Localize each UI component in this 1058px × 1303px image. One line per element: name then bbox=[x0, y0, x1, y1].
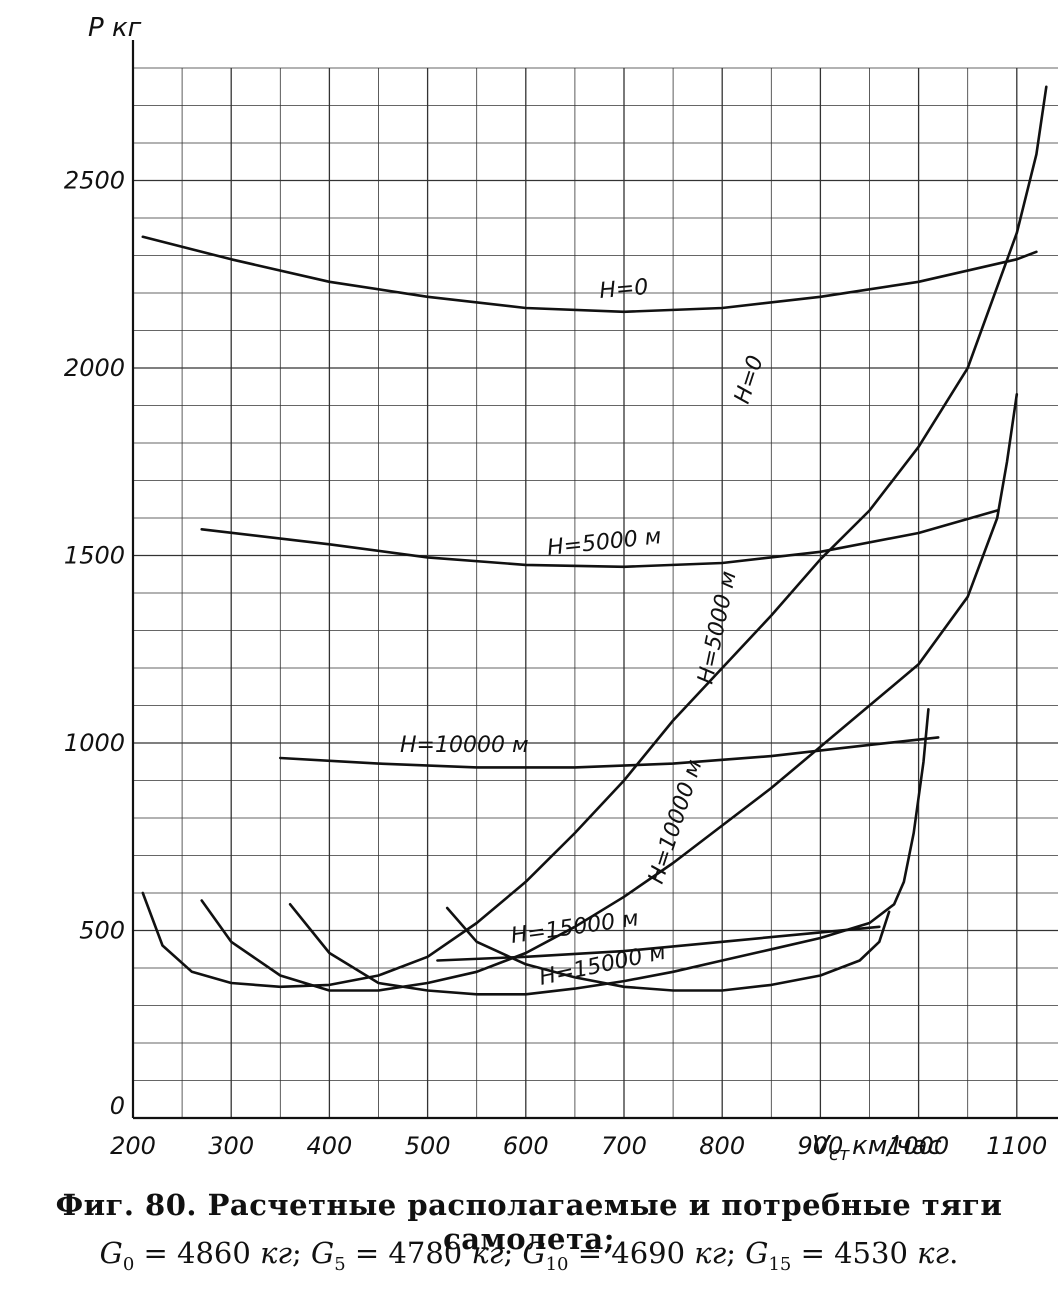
curve-label: H=10000 м bbox=[644, 757, 708, 887]
available-thrust-curve-2 bbox=[279, 736, 940, 769]
x-tick-label: 600 bbox=[503, 1132, 549, 1160]
x-tick-label: 700 bbox=[601, 1132, 647, 1160]
x-axis-symbol: V bbox=[812, 1131, 832, 1161]
figure-caption-title: Фиг. 80. Расчетные располагаемые и потре… bbox=[55, 1188, 1003, 1256]
weight-g5: 4780 bbox=[388, 1236, 463, 1270]
curve-label: H=0 bbox=[598, 275, 649, 304]
chart-curves bbox=[141, 85, 1048, 996]
x-tick-label: 400 bbox=[306, 1132, 352, 1160]
x-axis-subscript: ст bbox=[829, 1144, 850, 1165]
available-thrust-curve-0 bbox=[141, 235, 1038, 314]
required-thrust-curve-4 bbox=[141, 85, 1048, 989]
weight-g15: 4530 bbox=[834, 1236, 908, 1270]
weight-g10: 4690 bbox=[611, 1236, 686, 1270]
y-axis-title: P кг bbox=[88, 13, 142, 43]
y-tick-label: 500 bbox=[79, 917, 125, 945]
available-thrust-curve-1 bbox=[200, 509, 999, 569]
x-tick-label: 1100 bbox=[986, 1132, 1047, 1160]
x-tick-label: 200 bbox=[110, 1132, 156, 1160]
required-thrust-curve-7 bbox=[445, 906, 891, 992]
required-thrust-curve-5 bbox=[200, 393, 1019, 992]
weight-unit: кг bbox=[694, 1236, 727, 1270]
curve-label: H=10000 м bbox=[400, 733, 529, 758]
x-tick-label: 1000 bbox=[888, 1132, 949, 1160]
y-tick-label: 1000 bbox=[64, 729, 125, 757]
chart-grid bbox=[132, 67, 1058, 1119]
chart-tick-labels: 200 300 400 500 600 700 800 900 1000 1100 0 500 1000… bbox=[64, 167, 1047, 1161]
x-tick-label: 500 bbox=[405, 1132, 451, 1160]
x-axis-unit: км/час bbox=[852, 1131, 942, 1161]
y-tick-label: 1500 bbox=[64, 542, 125, 570]
chart-axes bbox=[131, 40, 1058, 1120]
thrust-chart: 200 300 400 500 600 700 800 900 1000 1100 0 500 1000… bbox=[64, 13, 1058, 1165]
weight-g0: 4860 bbox=[177, 1236, 251, 1270]
weight-unit: кг bbox=[917, 1236, 950, 1270]
chart-curve-labels: H=0H=0H=5000 мH=5000 мH=10000 мH=10000 м… bbox=[400, 275, 769, 991]
weight-unit: кг bbox=[260, 1236, 293, 1270]
curve-label: H=0 bbox=[730, 353, 769, 407]
y-tick-label: 2000 bbox=[64, 354, 125, 382]
x-tick-label: 300 bbox=[208, 1132, 254, 1160]
weight-unit: кг bbox=[471, 1236, 504, 1270]
x-tick-label: 800 bbox=[699, 1132, 745, 1160]
y-tick-label: 2500 bbox=[64, 167, 125, 195]
figure-caption-weights: G0 = 4860 кг; G5 = 4780 кг; G10 = 4690 к… bbox=[99, 1236, 959, 1275]
curve-label: H=5000 м bbox=[693, 569, 741, 686]
y-tick-label: 0 bbox=[110, 1092, 125, 1120]
required-thrust-curve-6 bbox=[288, 708, 930, 996]
x-axis-title: V ст км/час bbox=[812, 1131, 942, 1165]
x-tick-label: 900 bbox=[797, 1132, 843, 1160]
